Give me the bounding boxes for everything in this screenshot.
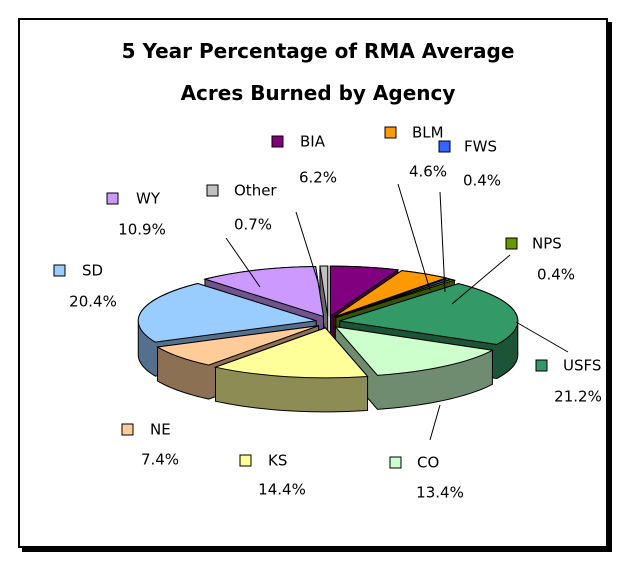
slice-label: 7.4% (141, 451, 179, 469)
slice-label: 0.4% (537, 266, 575, 284)
slice (335, 278, 457, 318)
slice (137, 282, 317, 343)
slice-name: BIA (300, 133, 326, 151)
slice-name: WY (136, 190, 161, 208)
legend-key (106, 192, 119, 205)
leader-line (397, 183, 431, 291)
legend-key (384, 126, 397, 139)
slice-name: NE (150, 421, 171, 439)
slice-label: 14.4% (258, 481, 306, 499)
legend-key (271, 135, 284, 148)
slice (156, 325, 319, 366)
legend-key (239, 454, 252, 467)
leader-line (451, 254, 511, 305)
slice-label: 4.6% (409, 163, 447, 181)
slice (329, 265, 400, 318)
legend-key (505, 237, 518, 250)
chart-frame (18, 18, 608, 548)
leader-line (515, 321, 569, 353)
slice-label: 20.4% (69, 293, 117, 311)
slice-name: KS (268, 452, 287, 470)
slice-label: 0.7% (234, 216, 272, 234)
slice-label: 21.2% (554, 388, 602, 406)
slice-name: SD (82, 262, 103, 280)
slice-label: 10.9% (118, 221, 166, 239)
legend-key (53, 264, 66, 277)
slice (203, 265, 325, 318)
slice-name: NPS (532, 235, 562, 253)
legend-key (121, 423, 134, 436)
slice (213, 327, 369, 379)
slice-label: 13.4% (416, 484, 464, 502)
slice-name: CO (417, 454, 439, 472)
slice-name: FWS (464, 138, 497, 156)
legend-key (535, 359, 548, 372)
slice-name: USFS (563, 357, 601, 375)
slice-name: Other (234, 182, 277, 200)
leader-line (295, 211, 319, 283)
chart-title: 5 Year Percentage of RMA Average Acres B… (121, 39, 515, 105)
leader-line (225, 237, 261, 288)
slice (339, 283, 519, 346)
legend-key (389, 456, 402, 469)
slice (334, 326, 494, 376)
leader-line (429, 404, 441, 441)
slice-label: 0.4% (463, 172, 501, 190)
legend-key (438, 140, 451, 153)
slice-label: 6.2% (299, 169, 337, 187)
leader-line (439, 191, 446, 293)
slice-name: BLM (412, 124, 444, 142)
slice (319, 265, 329, 317)
legend-key (206, 184, 219, 197)
